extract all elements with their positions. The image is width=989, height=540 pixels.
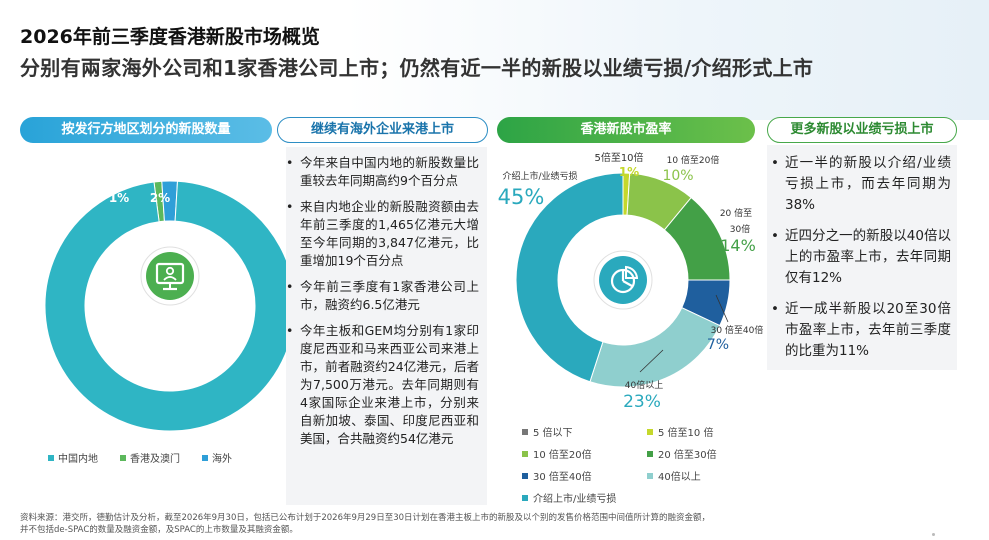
pe-name-10-20: 10 倍至20倍 [667, 154, 720, 166]
pe-label-30-40: 7% [707, 337, 729, 353]
pe-name-intro-loss: 介绍上市/业绩亏损 [502, 170, 577, 182]
overseas-bullets: 今年来自中国内地的新股数量比重较去年同期高约9个百分点 来自内地企业的新股融资额… [286, 147, 487, 448]
pe-label-intro-loss: 45% [498, 185, 545, 209]
page-subtitle: 分别有兩家海外公司和1家香港公司上市；仍然有近一半的新股以业绩亏损/介绍形式上市 [20, 56, 814, 80]
overseas-panel: 今年来自中国内地的新股数量比重较去年同期高约9个百分点 来自内地企业的新股融资额… [286, 147, 487, 505]
footnote: 资料来源：港交所，德勤估计及分析，截至2026年9月30日，包括已公布计划于20… [20, 512, 710, 536]
legend-item-overseas: 海外 [202, 450, 232, 465]
pe-name-20-30-a: 20 倍至 [720, 207, 752, 219]
region-donut-chart: 1% 2% 97% [44, 180, 296, 432]
overseas-bullet-3: 今年前三季度有1家香港公司上市，融资约6.5亿港元 [286, 278, 479, 314]
overseas-bullet-1: 今年来自中国内地的新股数量比重较去年同期高约9个百分点 [286, 154, 479, 190]
region-label-hk: 1% [109, 191, 129, 205]
section-title-overseas: 继续有海外企业来港上市 [277, 117, 488, 143]
pe-legend: 5 倍以下 5 倍至10 倍 10 倍至20倍 20 倍至30倍 30 倍至40… [522, 424, 762, 505]
footnote-line-2: 并不包括de-SPAC的数量及融资金额，及SPAC的上市数量及其融资金额。 [20, 525, 298, 535]
legend-item-pe-0: 5 倍以下 [522, 424, 647, 439]
page-title: 2026年前三季度香港新股市场概览 [20, 26, 320, 48]
pe-label-40plus: 23% [623, 392, 661, 412]
loss-bullet-1: 近一半的新股以介绍/业绩亏损上市，而去年同期为38% [771, 153, 951, 216]
pe-label-10-20: 10% [662, 168, 693, 184]
loss-panel: 近一半的新股以介绍/业绩亏损上市，而去年同期为38% 近四分之一的新股以40倍以… [767, 145, 957, 370]
pe-leader-30-40 [715, 294, 729, 323]
overseas-bullet-4: 今年主板和GEM均分别有1家印度尼西亚和马来西亚公司来港上市，前者融资约24亿港… [286, 322, 479, 448]
region-label-overseas: 2% [150, 191, 170, 205]
footnote-line-1: 资料来源：港交所，德勤估计及分析，截至2026年9月30日，包括已公布计划于20… [20, 513, 711, 523]
pe-slices [515, 172, 731, 388]
legend-item-pe-2: 10 倍至20倍 [522, 446, 647, 461]
legend-item-pe-5: 40倍以上 [647, 468, 767, 483]
section-title-by-region: 按发行方地区划分的新股数量 [20, 117, 272, 143]
corner-dot [932, 533, 935, 536]
region-slices [44, 180, 296, 432]
pe-label-5-10: 1% [619, 165, 639, 179]
pe-slice-6 [515, 172, 624, 383]
monitor-user-icon [140, 246, 200, 306]
pe-name-20-30-b: 30倍 [730, 223, 750, 235]
region-labels: 1% 2% 97% [109, 191, 170, 376]
pe-name-40plus: 40倍以上 [625, 379, 663, 391]
section-title-pe: 香港新股市盈率 [497, 117, 755, 143]
loss-bullet-2: 近四分之一的新股以40倍以上的市盈率上市，去年同期仅有12% [771, 226, 951, 289]
header-background [0, 0, 989, 120]
legend-item-hk-macau: 香港及澳门 [120, 450, 180, 465]
pie-chart-icon [593, 250, 653, 310]
region-label-mainland: 97% [125, 361, 156, 376]
section-title-loss: 更多新股以业绩亏损上市 [767, 117, 957, 143]
legend-item-pe-4: 30 倍至40倍 [522, 468, 647, 483]
legend-item-pe-3: 20 倍至30倍 [647, 446, 767, 461]
pe-name-30-40: 30 倍至40倍 [711, 324, 764, 336]
pe-leader-40plus [639, 349, 664, 373]
region-legend: 中国内地 香港及澳门 海外 [48, 450, 232, 465]
loss-bullet-3: 近一成半新股以20至30倍市盈率上市，去年前三季度的比重为11% [771, 299, 951, 362]
legend-item-mainland: 中国内地 [48, 450, 98, 465]
pe-name-5-10: 5倍至10倍 [594, 151, 643, 164]
overseas-bullet-2: 来自内地企业的新股融资额由去年前三季度的1,465亿港元大增至今年同期的3,84… [286, 198, 479, 270]
loss-bullets: 近一半的新股以介绍/业绩亏损上市，而去年同期为38% 近四分之一的新股以40倍以… [767, 145, 957, 362]
pe-slice-5 [589, 307, 721, 388]
legend-item-pe-1: 5 倍至10 倍 [647, 424, 767, 439]
legend-item-pe-6: 介绍上市/业绩亏损 [522, 490, 647, 505]
pe-label-20-30: 14% [720, 236, 756, 255]
